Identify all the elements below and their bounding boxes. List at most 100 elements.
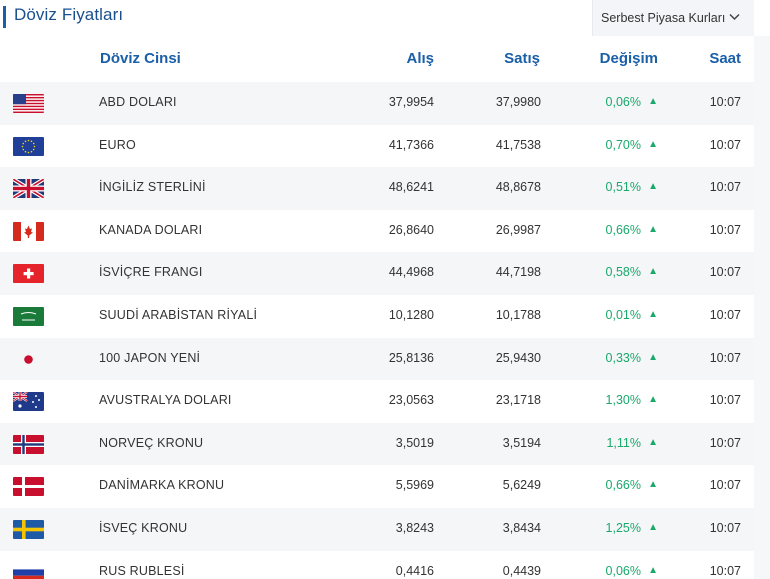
chevron-down-icon [729,12,740,24]
table-row[interactable]: NORVEÇ KRONU 3,5019 3,5194 1,11% ▲ 10:07 [0,422,754,466]
up-arrow-icon: ▲ [648,479,658,491]
currency-name[interactable]: AVUSTRALYA DOLARI [99,393,232,408]
change-percent: 0,06% [605,95,641,109]
table-row[interactable]: ABD DOLARI 37,9954 37,9980 0,06% ▲ 10:07 [0,82,754,125]
buy-rate: 3,5019 [395,435,434,450]
table-body: ABD DOLARI 37,9954 37,9980 0,06% ▲ 10:07 EURO 4… [0,82,754,579]
buy-rate: 3,8243 [395,520,434,535]
up-arrow-icon: ▲ [648,394,658,406]
table-row[interactable]: DANİMARKA KRONU 5,5969 5,6249 0,66% ▲ 10:07 [0,465,754,508]
up-arrow-icon: ▲ [648,564,658,576]
table-header: Döviz Cinsi Alış Satış Değişim Saat [0,36,754,82]
currency-name[interactable]: İNGİLİZ STERLİNİ [99,180,206,195]
us-flag-icon [13,94,44,113]
column-header-change[interactable]: Değişim [599,50,658,67]
up-arrow-icon: ▲ [648,266,658,278]
up-arrow-icon: ▲ [648,521,658,533]
change-percent: 1,11% [606,435,641,450]
up-arrow-icon: ▲ [648,436,658,448]
change-percent: 0,51% [605,180,641,195]
buy-rate: 44,4968 [388,265,434,280]
sell-rate: 0,4439 [502,563,541,578]
sell-rate: 23,1718 [495,393,541,408]
table-row[interactable]: İSVİÇRE FRANGI 44,4968 44,7198 0,58% ▲ 10:07 [0,252,754,295]
change-percent: 0,58% [605,265,641,280]
update-time: 10:07 [709,307,741,322]
eu-flag-icon [13,136,44,156]
column-header-buy[interactable]: Alış [406,50,434,67]
currency-table: Döviz Cinsi Alış Satış Değişim Saat ABD … [0,36,754,579]
currency-name[interactable]: ABD DOLARI [99,95,177,109]
buy-rate: 5,5969 [395,478,434,493]
no-flag-icon [13,434,44,454]
table-row[interactable]: 100 JAPON YENİ 25,8136 25,9430 0,33% ▲ 10:07 [0,337,754,381]
buy-rate: 25,8136 [388,350,434,365]
change-percent: 1,25% [605,520,641,535]
currency-name[interactable]: İSVEÇ KRONU [99,520,188,535]
dk-flag-icon [13,477,44,497]
column-header-time[interactable]: Saat [709,50,741,67]
currency-name[interactable]: RUS RUBLESİ [99,563,185,578]
sa-flag-icon [13,306,44,326]
table-row[interactable]: İSVEÇ KRONU 3,8243 3,8434 1,25% ▲ 10:07 [0,507,754,551]
jp-flag-icon [13,350,44,369]
change-percent: 0,33% [605,350,641,365]
change-percent: 0,70% [605,137,641,152]
up-arrow-icon: ▲ [648,308,658,320]
buy-rate: 48,6241 [388,180,434,195]
update-time: 10:07 [709,520,741,535]
currency-name[interactable]: KANADA DOLARI [99,222,203,237]
buy-rate: 0,4416 [395,563,434,578]
sell-rate: 48,8678 [495,180,541,195]
sell-rate: 44,7198 [495,265,541,280]
table-row[interactable]: KANADA DOLARI 26,8640 26,9987 0,66% ▲ 10:07 [0,209,754,253]
au-flag-icon [13,392,44,412]
currency-name[interactable]: 100 JAPON YENİ [99,350,201,365]
dropdown-label: Serbest Piyasa Kurları [601,11,726,25]
table-row[interactable]: İNGİLİZ STERLİNİ 48,6241 48,8678 0,51% ▲ 10:0… [0,167,754,210]
change-percent: 1,30% [605,393,641,408]
change-percent: 0,06% [605,563,641,578]
se-flag-icon [13,519,44,539]
table-row[interactable]: EURO 41,7366 41,7538 0,70% ▲ 10:07 [0,124,754,168]
sell-rate: 3,8434 [502,520,541,535]
buy-rate: 37,9954 [388,95,434,109]
update-time: 10:07 [709,350,741,365]
table-row[interactable]: SUUDİ ARABİSTAN RİYALİ 10,1280 10,1788 0,01… [0,294,754,338]
up-arrow-icon: ▲ [648,223,658,235]
buy-rate: 41,7366 [388,137,434,152]
update-time: 10:07 [709,222,741,237]
table-row[interactable]: AVUSTRALYA DOLARI 23,0563 23,1718 1,30% ▲ 10:… [0,380,754,423]
sell-rate: 41,7538 [495,137,541,152]
change-percent: 0,01% [605,307,641,322]
update-time: 10:07 [709,563,741,578]
ru-flag-icon [13,562,44,579]
currency-name[interactable]: SUUDİ ARABİSTAN RİYALİ [99,307,258,322]
up-arrow-icon: ▲ [648,351,658,363]
currency-name[interactable]: EURO [99,137,136,152]
sell-rate: 5,6249 [502,478,541,493]
buy-rate: 23,0563 [388,393,434,408]
table-row[interactable]: RUS RUBLESİ 0,4416 0,4439 0,06% ▲ 10:07 [0,550,754,579]
currency-name[interactable]: İSVİÇRE FRANGI [99,265,203,280]
sell-rate: 37,9980 [495,95,541,109]
ca-flag-icon [13,221,44,241]
column-header-name[interactable]: Döviz Cinsi [100,50,181,67]
change-percent: 0,66% [605,478,641,493]
change-percent: 0,66% [605,222,641,237]
currency-name[interactable]: NORVEÇ KRONU [99,435,204,450]
currency-name[interactable]: DANİMARKA KRONU [99,478,225,493]
ch-flag-icon [13,264,44,284]
sell-rate: 25,9430 [495,350,541,365]
header-bar: Döviz Fiyatları Serbest Piyasa Kurları [0,0,770,36]
up-arrow-icon: ▲ [648,181,658,193]
buy-rate: 26,8640 [388,222,434,237]
column-header-sell[interactable]: Satış [504,50,540,67]
up-arrow-icon: ▲ [648,96,658,107]
update-time: 10:07 [709,478,741,493]
market-type-dropdown[interactable]: Serbest Piyasa Kurları [592,0,754,36]
title-accent-bar [3,6,6,28]
uk-flag-icon [13,179,44,199]
buy-rate: 10,1280 [388,307,434,322]
update-time: 10:07 [709,393,741,408]
